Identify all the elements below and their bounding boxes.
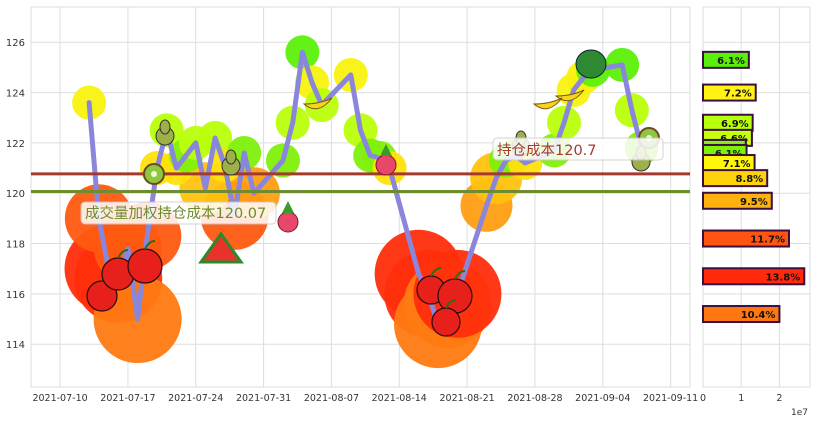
melon-icon [575, 49, 607, 79]
apple-leaf [430, 267, 442, 277]
main-y-tick-label: 118 [6, 240, 25, 251]
banana-icon [532, 97, 563, 110]
weighted-cost-label-text: 成交量加权持仓成本120.07 [85, 204, 266, 222]
volume-bar [702, 50, 750, 69]
watermelon-slice [198, 231, 244, 264]
volume-bar [702, 305, 781, 324]
main-x-tick-labels: 2021-07-10 2021-07-17 2021-07-24 2021-07-31… [32, 393, 698, 404]
volume-bar-label: 6.9% [721, 119, 749, 130]
apple-leaf [144, 240, 156, 250]
volume-bar-group: 11.7% [702, 229, 790, 248]
volume-bar [702, 267, 806, 286]
side-x-tick-label: 1 [738, 393, 744, 404]
side-x-multiplier: 1e7 [791, 408, 808, 418]
banana-icon [554, 89, 585, 102]
volume-bar-group: 7.2% [702, 83, 757, 102]
volume-bar-label: 10.4% [741, 310, 776, 321]
apple-icon [431, 299, 461, 337]
main-x-tick-label: 2021-07-24 [168, 393, 223, 404]
main-x-tick-label: 2021-07-31 [236, 393, 291, 404]
main-price-panel: 成交量加权持仓成本120.07 持仓成本120.7 114 116 118 120 122… [6, 6, 698, 404]
volume-bar-group: 13.8% [702, 267, 806, 286]
volume-bars: 6.1%7.2%6.9%6.6%6.0%6.1%7.1%8.8%9.5%11.7… [702, 50, 806, 324]
apple-body [127, 248, 163, 284]
banana-icon [302, 97, 333, 110]
apple-body [431, 307, 461, 337]
main-x-tick-label: 2021-07-17 [100, 393, 155, 404]
apple-icon [127, 240, 163, 284]
volume-bar-group: 6.9% [702, 113, 754, 132]
volume-bar-label: 8.8% [735, 174, 763, 185]
weighted-cost-label-box [80, 201, 277, 225]
volume-bar-group: 10.4% [702, 305, 781, 324]
pear-icon [155, 119, 175, 146]
main-y-tick-label: 114 [6, 340, 25, 351]
pear-icon [221, 149, 241, 176]
radish-icon [277, 201, 299, 233]
side-x-tick-label: 2 [776, 393, 782, 404]
volume-bar [702, 229, 790, 248]
banana-body [532, 97, 563, 110]
holding-cost-label-text: 持仓成本120.7 [497, 142, 597, 159]
melon-body [575, 49, 607, 79]
main-x-tick-label: 2021-08-21 [439, 393, 494, 404]
main-y-tick-label: 122 [6, 139, 25, 150]
radish-leaves [282, 201, 294, 213]
volume-bar [702, 83, 757, 102]
pear-neck [159, 119, 171, 135]
volume-bar-label: 6.1% [717, 56, 745, 67]
volume-bar-label: 13.8% [766, 272, 801, 283]
main-x-tick-label: 2021-09-11 [643, 393, 698, 404]
volume-bar-label: 11.7% [750, 235, 785, 246]
apple-leaf [117, 249, 129, 259]
kiwi-icon [143, 163, 165, 185]
cost-line-labels: 成交量加权持仓成本120.07 持仓成本120.7 [80, 137, 664, 225]
apple-leaf [445, 299, 457, 309]
main-x-tick-label: 2021-08-28 [507, 393, 562, 404]
volume-distribution-panel: 6.1%7.2%6.9%6.6%6.0%6.1%7.1%8.8%9.5%11.7… [700, 6, 811, 418]
apple-leaf [454, 270, 466, 280]
banana-body [302, 97, 333, 110]
side-x-tick-label: 0 [700, 393, 706, 404]
main-y-tick-label: 124 [6, 89, 25, 100]
weighted-cost-label: 成交量加权持仓成本120.07 [80, 201, 277, 225]
volume-bar-group: 6.1% [702, 50, 750, 69]
watermelon-icon [198, 231, 244, 264]
main-x-tick-label: 2021-08-14 [372, 393, 427, 404]
main-y-tick-label: 116 [6, 290, 25, 301]
volume-bar-group: 7.1% [702, 154, 756, 173]
main-y-tick-label: 126 [6, 38, 25, 49]
side-x-tick-labels: 0 1 2 1e7 [700, 393, 808, 418]
radish-leaves [380, 144, 392, 156]
cost-lines [31, 172, 690, 193]
banana-body [554, 89, 585, 102]
main-x-tick-label: 2021-09-04 [575, 393, 630, 404]
main-y-tick-labels: 114 116 118 120 122 124 126 [6, 38, 25, 351]
radish-body [375, 154, 397, 176]
holding-cost-label-box [492, 137, 664, 161]
main-x-tick-label: 2021-07-10 [32, 393, 87, 404]
volume-bar-label: 7.1% [723, 159, 751, 170]
volume-bar-label: 7.2% [724, 89, 752, 100]
volume-bar [702, 169, 769, 188]
volume-bar-label: 9.5% [740, 197, 768, 208]
pear-neck [225, 149, 237, 165]
holding-cost-label: 持仓成本120.7 [492, 137, 664, 161]
main-grid [31, 7, 690, 387]
volume-bar [702, 191, 773, 210]
main-x-tick-label: 2021-08-07 [304, 393, 359, 404]
radish-icon [375, 144, 397, 176]
main-y-tick-label: 120 [6, 189, 25, 200]
kiwi-core [151, 171, 157, 177]
volume-bar-group: 9.5% [702, 191, 773, 210]
volume-bar-group: 8.8% [702, 169, 769, 188]
radish-body [277, 211, 299, 233]
